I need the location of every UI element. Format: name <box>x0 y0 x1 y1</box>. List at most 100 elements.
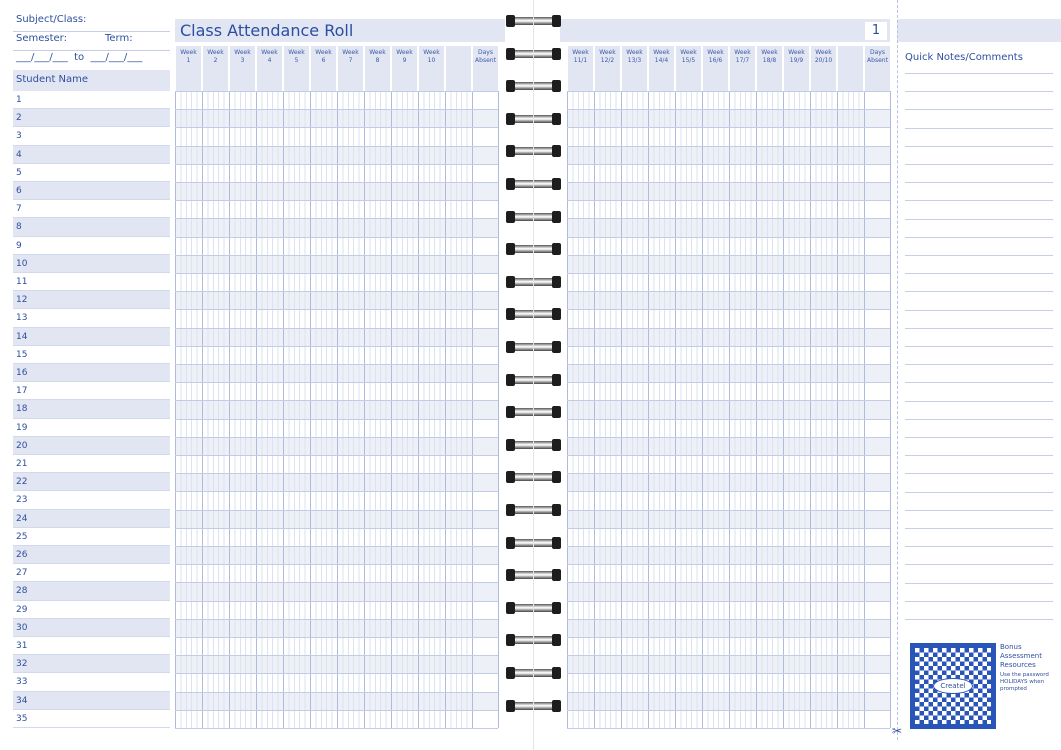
note-line[interactable] <box>905 127 1053 129</box>
note-line[interactable] <box>905 109 1053 111</box>
student-row[interactable]: 23 <box>13 491 170 510</box>
student-row[interactable]: 11 <box>13 273 170 292</box>
day-subcolumns <box>338 91 364 728</box>
note-line[interactable] <box>905 164 1053 165</box>
column-header: Week 12/2 <box>595 46 620 91</box>
note-line[interactable] <box>905 255 1053 256</box>
note-line[interactable] <box>905 600 1053 602</box>
row-line <box>175 145 498 147</box>
note-line[interactable] <box>905 455 1053 457</box>
row-line <box>567 145 890 147</box>
note-line[interactable] <box>905 273 1053 275</box>
student-row[interactable]: 9 <box>13 237 170 255</box>
column-line <box>702 91 703 728</box>
student-row[interactable]: 5 <box>13 164 170 182</box>
note-line[interactable] <box>905 509 1053 511</box>
note-line[interactable] <box>905 473 1053 475</box>
row-line <box>175 400 498 402</box>
student-row[interactable]: 8 <box>13 218 170 237</box>
column-header: Week 6 <box>311 46 336 91</box>
column-header: Days Absent <box>865 46 890 91</box>
day-subcolumns <box>703 91 729 728</box>
note-line[interactable] <box>905 309 1053 311</box>
student-row[interactable]: 22 <box>13 473 170 492</box>
note-line[interactable] <box>905 218 1053 220</box>
row-line <box>567 709 890 711</box>
student-row[interactable]: 14 <box>13 327 170 346</box>
student-row[interactable]: 31 <box>13 637 170 656</box>
note-line[interactable] <box>905 400 1053 402</box>
note-line[interactable] <box>905 582 1053 584</box>
row-line <box>175 273 498 274</box>
day-subcolumns <box>365 91 391 728</box>
promo-text: Use the password HOLIDAYS when prompted <box>1000 672 1049 692</box>
note-line[interactable] <box>905 73 1053 74</box>
student-row[interactable]: 29 <box>13 601 170 619</box>
student-row[interactable]: 19 <box>13 419 170 437</box>
note-line[interactable] <box>905 382 1053 384</box>
column-header <box>446 46 471 91</box>
row-line <box>175 91 498 92</box>
column-header: Week 13/3 <box>622 46 647 91</box>
student-row[interactable]: 6 <box>13 182 170 201</box>
note-line[interactable] <box>905 200 1053 202</box>
note-line[interactable] <box>905 528 1053 529</box>
student-row[interactable]: 28 <box>13 582 170 601</box>
note-line[interactable] <box>905 91 1053 93</box>
student-row[interactable]: 26 <box>13 546 170 565</box>
note-line[interactable] <box>905 364 1053 366</box>
column-header: Week 20/10 <box>811 46 836 91</box>
note-line[interactable] <box>905 437 1053 438</box>
date-range-field[interactable]: ___/___/___ to ___/___/___ <box>16 52 143 63</box>
student-row[interactable]: 16 <box>13 364 170 383</box>
column-header: Week 1 <box>176 46 201 91</box>
note-line[interactable] <box>905 291 1053 293</box>
student-row[interactable]: 34 <box>13 691 170 710</box>
column-header: Week 2 <box>203 46 228 91</box>
student-row[interactable]: 10 <box>13 254 170 273</box>
qr-code[interactable]: Createl <box>910 643 996 729</box>
note-line[interactable] <box>905 327 1053 329</box>
student-row[interactable]: 3 <box>13 127 170 146</box>
note-line[interactable] <box>905 546 1053 548</box>
column-line <box>621 91 622 728</box>
student-row[interactable]: 25 <box>13 528 170 546</box>
student-row[interactable]: 12 <box>13 291 170 310</box>
note-line[interactable] <box>905 346 1053 347</box>
student-row[interactable]: 7 <box>13 200 170 219</box>
student-row[interactable]: 27 <box>13 564 170 583</box>
note-line[interactable] <box>905 418 1053 420</box>
subject-class-field[interactable]: Subject/Class: <box>13 14 170 32</box>
student-row[interactable]: 15 <box>13 346 170 364</box>
student-row[interactable]: 24 <box>13 509 170 528</box>
column-line <box>229 91 230 728</box>
note-line[interactable] <box>905 564 1053 566</box>
note-line[interactable] <box>905 236 1053 238</box>
column-header: Week 3 <box>230 46 255 91</box>
student-row[interactable]: 32 <box>13 655 170 674</box>
student-row[interactable]: 30 <box>13 618 170 637</box>
student-row[interactable]: 13 <box>13 309 170 328</box>
column-line <box>310 91 311 728</box>
row-line <box>175 236 498 238</box>
student-row[interactable]: 35 <box>13 710 170 728</box>
note-line[interactable] <box>905 145 1053 147</box>
student-row[interactable]: 1 <box>13 91 170 110</box>
student-row[interactable]: 21 <box>13 455 170 474</box>
student-row[interactable]: 18 <box>13 400 170 419</box>
student-row[interactable]: 20 <box>13 436 170 455</box>
student-row[interactable]: 2 <box>13 109 170 128</box>
column-header: Week 9 <box>392 46 417 91</box>
day-subcolumns <box>446 91 472 728</box>
row-line <box>175 218 498 220</box>
student-row[interactable]: 4 <box>13 145 170 164</box>
semester-field[interactable]: Semester: Term: <box>13 33 170 51</box>
row-line <box>567 291 890 293</box>
student-row[interactable]: 33 <box>13 673 170 692</box>
note-line[interactable] <box>905 491 1053 493</box>
day-subcolumns <box>257 91 283 728</box>
student-row[interactable]: 17 <box>13 382 170 401</box>
row-line <box>567 345 890 347</box>
note-line[interactable] <box>905 182 1053 184</box>
note-line[interactable] <box>905 619 1053 620</box>
